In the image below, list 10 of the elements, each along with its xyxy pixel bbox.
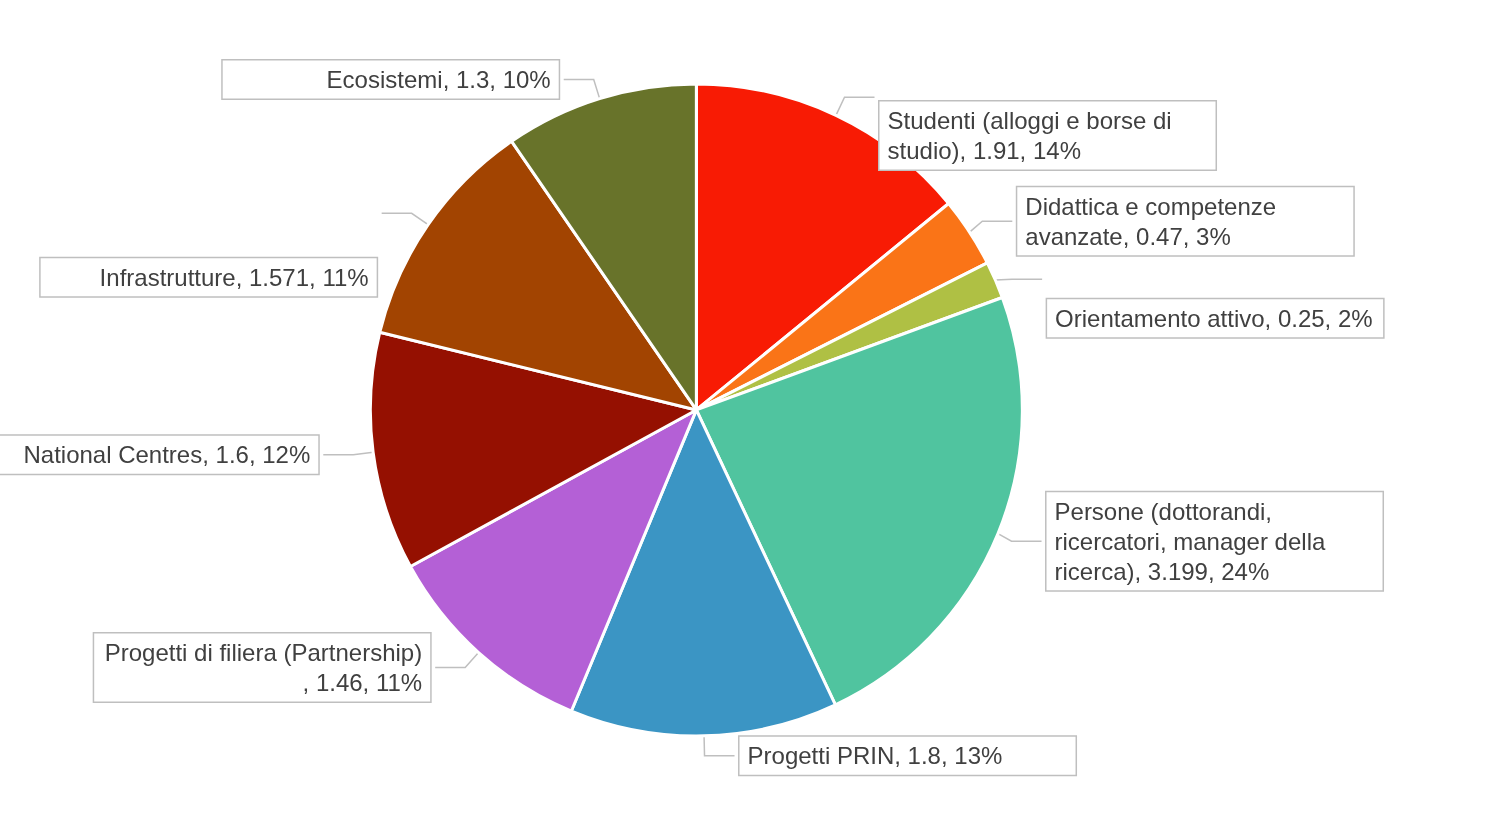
slice-label: Studenti (alloggi e borse di studio), 1.91, 14% (887, 107, 1179, 165)
slice-label: Progetti PRIN, 1.8, 13% (747, 742, 1003, 770)
slice-label: Progetti di filiera (Partnership) (104, 638, 423, 666)
slice-label: National Centres, 1.6, 12% (23, 441, 311, 469)
slice-label: Infrastrutture, 1.571, 11% (99, 263, 369, 291)
slice-label: Didattica e competenze avanzate, 0.47, 3% (1025, 192, 1283, 250)
data-label: , 1.46, 11% (302, 668, 423, 696)
slice-label: Ecosistemi, 1.3, 10% (326, 66, 551, 94)
slice-label: Persone (dottorandi, ricercatori, manager della ricerca), 3.199, 24% (1054, 497, 1332, 585)
slice-label: Orientamento attivo, 0.25, 2% (1055, 304, 1373, 332)
